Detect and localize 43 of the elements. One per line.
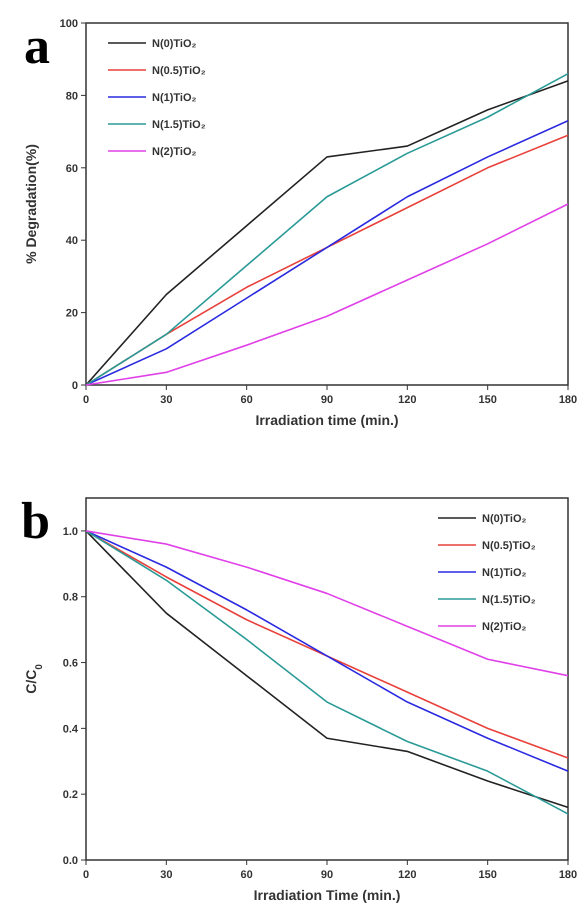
x-tick-label: 120	[398, 394, 417, 406]
legend-label: N(2)TiO₂	[482, 621, 527, 633]
y-tick-label: 40	[66, 235, 78, 248]
legend-label: N(1)TiO₂	[152, 92, 197, 104]
x-axis-title: Irradiation Time (min.)	[254, 887, 400, 903]
y-tick-label: 100	[60, 18, 78, 30]
x-axis-title: Irradiation time (min.)	[255, 412, 399, 428]
chart-title: b	[21, 493, 50, 550]
x-tick-label: 180	[558, 869, 578, 881]
x-tick-label: 150	[478, 394, 497, 406]
chart-title: a	[24, 18, 50, 75]
y-axis-title: % Degradation(%)	[23, 144, 39, 264]
legend-label: N(0)TiO₂	[482, 513, 527, 525]
legend-label: N(1)TiO₂	[482, 567, 527, 579]
x-tick-label: 150	[478, 869, 497, 881]
legend-label: N(0.5)TiO₂	[152, 65, 206, 77]
y-tick-label: 20	[66, 308, 78, 320]
y-tick-label: 0	[72, 380, 78, 392]
x-tick-label: 90	[320, 394, 334, 406]
x-tick-label: 0	[82, 394, 90, 406]
y-tick-label: 80	[66, 90, 78, 102]
y-tick-label: 0.2	[62, 789, 78, 802]
legend-label: N(0)TiO₂	[152, 38, 197, 50]
line-series	[85, 203, 569, 386]
legend-label: N(1.5)TiO₂	[152, 119, 206, 131]
x-tick-label: 30	[160, 869, 172, 881]
x-tick-label: 0	[82, 869, 90, 881]
x-tick-label: 120	[398, 869, 417, 881]
y-tick-label: 60	[66, 162, 78, 175]
x-tick-label: 30	[160, 394, 172, 406]
y-tick-label: 0.6	[62, 658, 78, 670]
line-series	[85, 530, 569, 677]
legend-label: N(0.5)TiO₂	[482, 540, 536, 552]
x-tick-label: 60	[240, 394, 253, 406]
legend-label: N(2)TiO₂	[152, 146, 197, 158]
y-tick-label: 0.4	[62, 723, 79, 736]
x-tick-label: 180	[558, 394, 578, 406]
y-tick-label: 0.0	[62, 855, 78, 867]
legend-label: N(1.5)TiO₂	[482, 594, 536, 606]
x-tick-label: 90	[320, 869, 334, 881]
y-tick-label: 1.0	[62, 526, 78, 538]
y-tick-label: 0.8	[62, 592, 78, 604]
x-tick-label: 60	[240, 869, 253, 881]
